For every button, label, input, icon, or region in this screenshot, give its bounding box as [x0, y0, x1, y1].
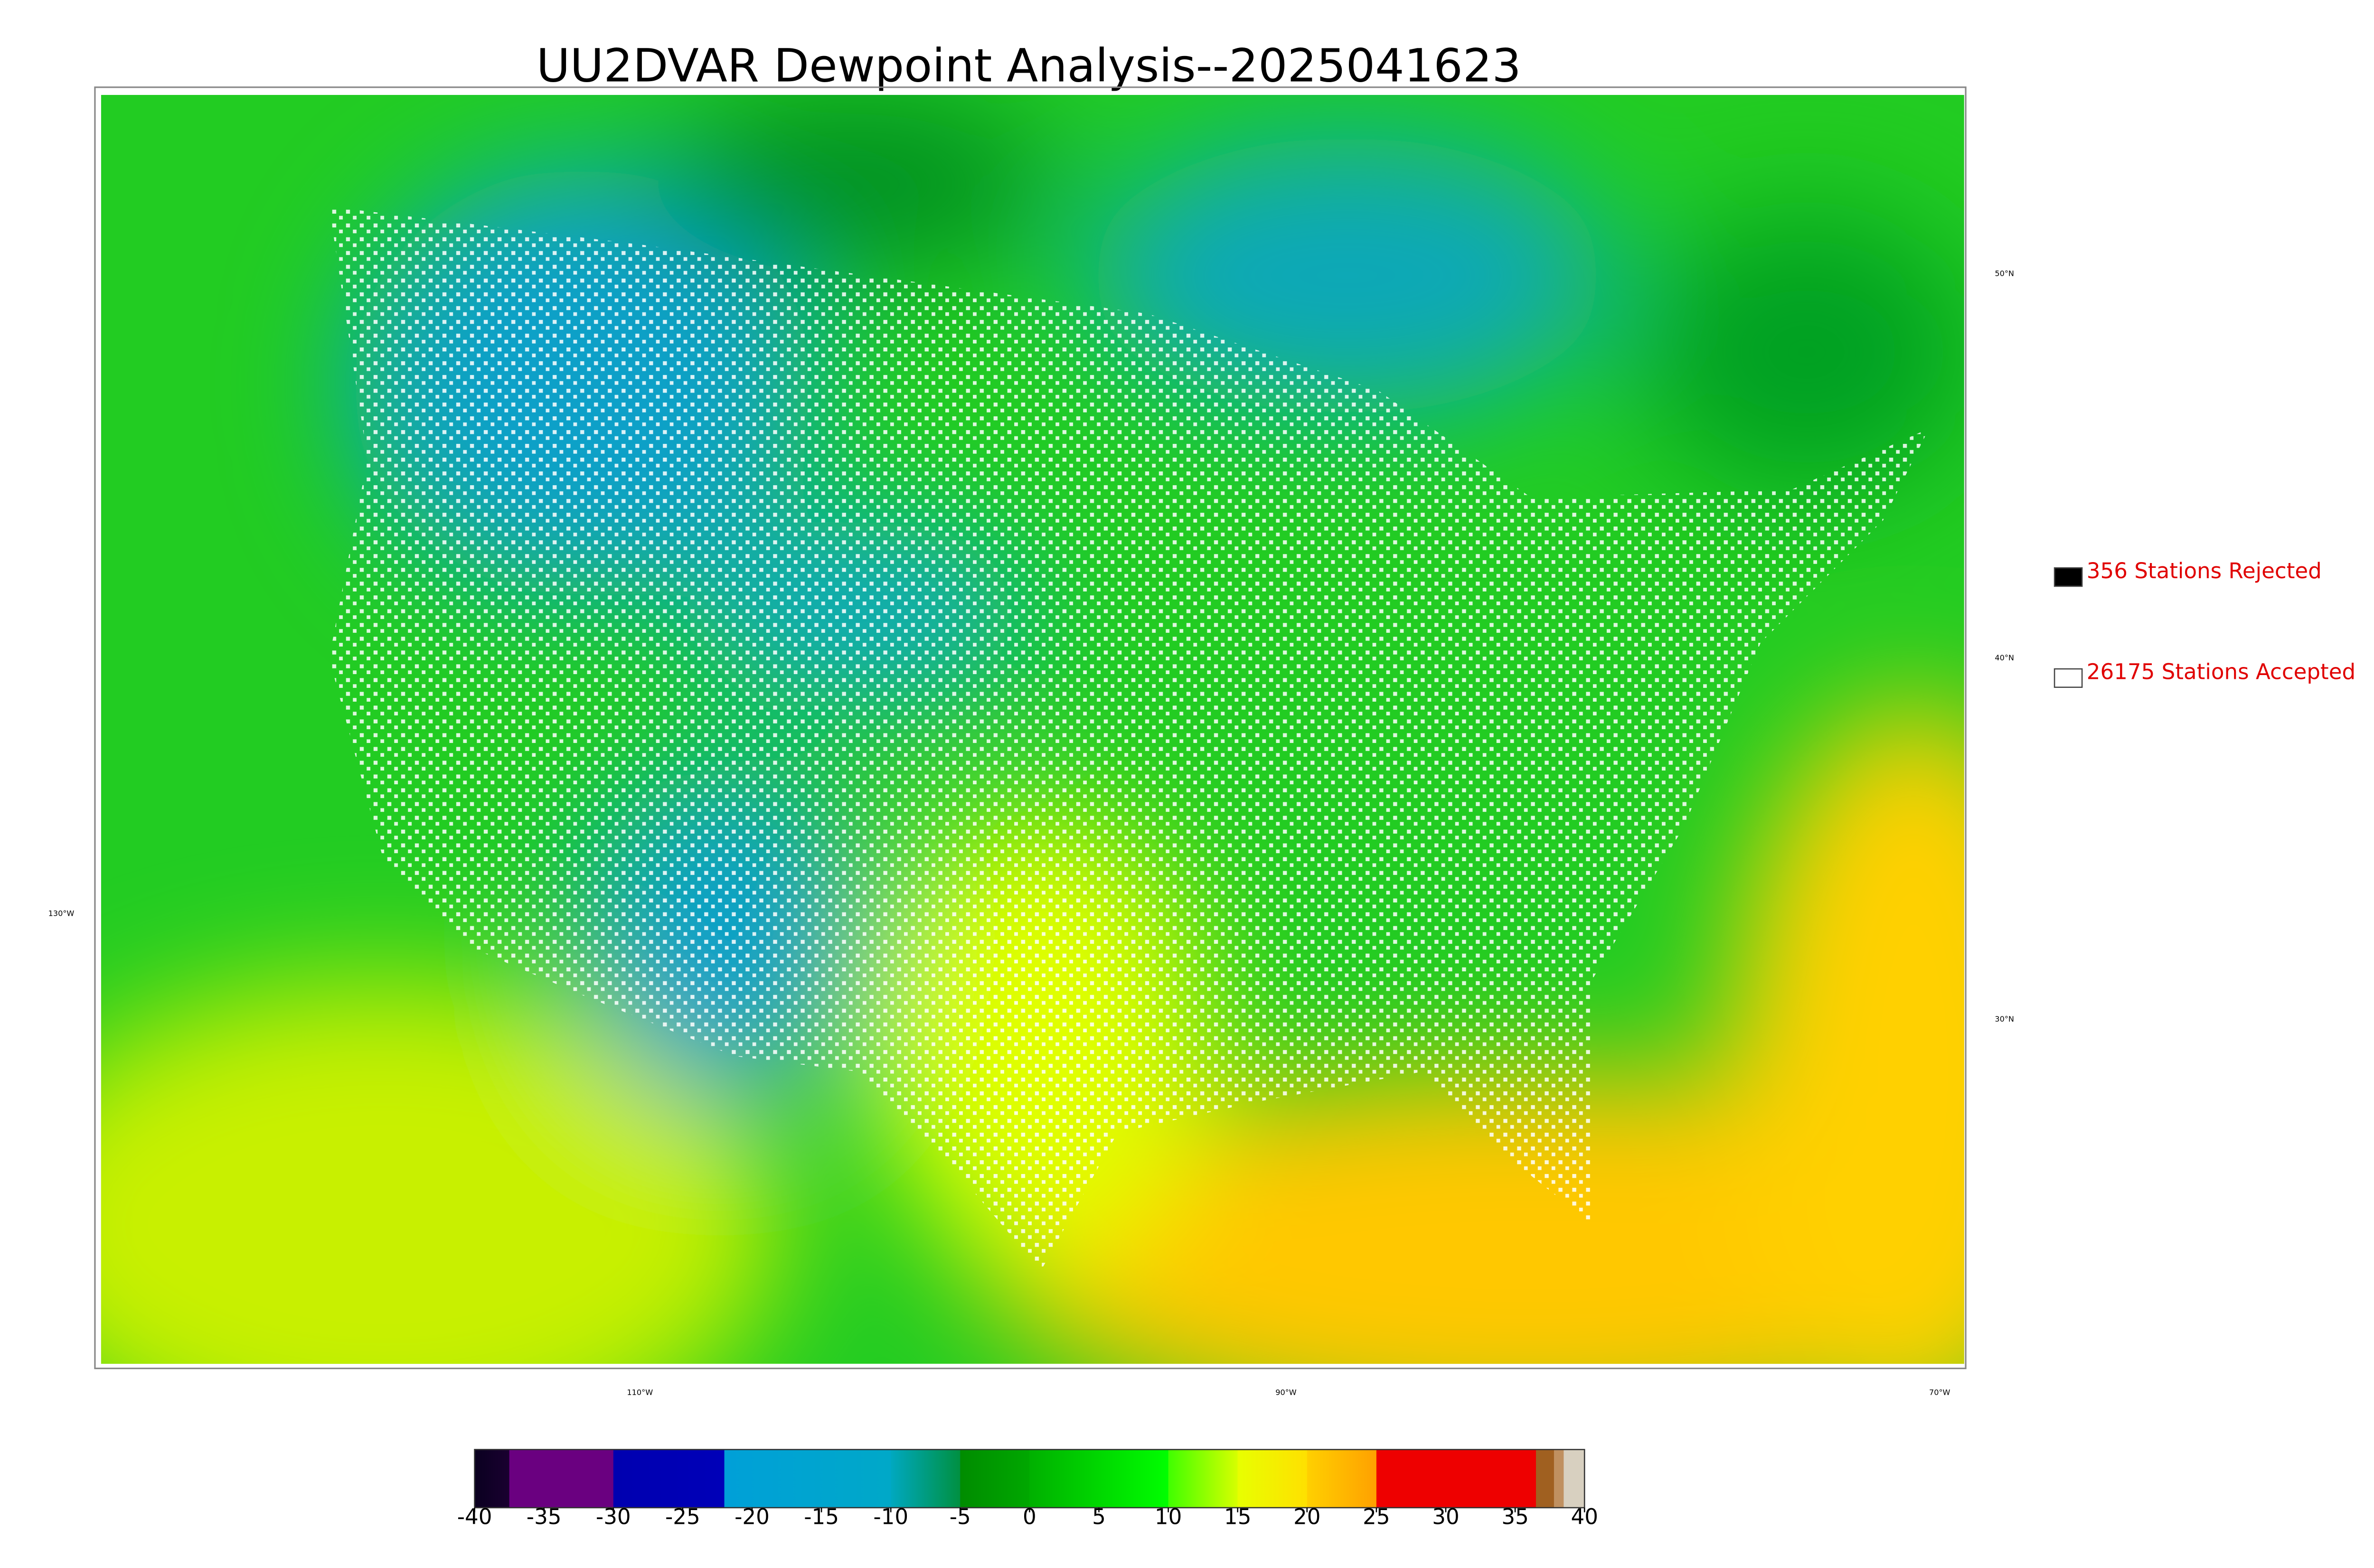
colorbar-tick-label: 40 — [1571, 1504, 1598, 1530]
legend-label: 356 Stations Rejected — [2087, 558, 2322, 583]
colorbar-segment — [724, 1449, 892, 1508]
latitude-label: 50°N — [1995, 269, 2014, 278]
colorbar-segment — [1536, 1449, 1555, 1508]
colorbar-segment — [613, 1449, 725, 1508]
colorbar-segment — [1029, 1449, 1169, 1508]
colorbar-tick-label: 0 — [1023, 1504, 1036, 1530]
longitude-label: 90°W — [1275, 1388, 1297, 1397]
colorbar-segment — [509, 1449, 614, 1508]
legend-swatch — [2054, 567, 2083, 587]
colorbar-segment — [1554, 1449, 1564, 1508]
colorbar-segment — [891, 1449, 961, 1508]
colorbar-segment — [1564, 1449, 1585, 1508]
colorbar-tick-label: -20 — [735, 1504, 770, 1530]
legend: 356 Stations Rejected 26175 Stations Acce… — [2054, 558, 2355, 688]
colorbar: -40 -35 -30 -25 -20 -15 -10 -5 0 5 10 15 20 25 30 35 40 — [457, 1449, 1598, 1530]
colorbar-tick-label: -25 — [665, 1504, 700, 1530]
map — [101, 94, 1964, 1364]
colorbar-segment — [1307, 1449, 1377, 1508]
colorbar-tick-label: -15 — [804, 1504, 839, 1530]
colorbar-tick-label: 25 — [1363, 1504, 1390, 1530]
colorbar-tick-label: 15 — [1224, 1504, 1251, 1530]
legend-label: 26175 Stations Accepted — [2087, 659, 2355, 685]
colorbar-segment — [474, 1449, 510, 1508]
legend-swatch — [2054, 668, 2083, 688]
colorbar-tick-label: -5 — [950, 1504, 971, 1530]
colorbar-tick-label: 10 — [1155, 1504, 1182, 1530]
colorbar-tick-label: 30 — [1432, 1504, 1459, 1530]
colorbar-segment — [960, 1449, 1030, 1508]
colorbar-tick-label: -40 — [457, 1504, 492, 1530]
longitude-label: 70°W — [1929, 1388, 1950, 1397]
longitude-label: 130°W — [48, 909, 75, 918]
colorbar-segment — [1376, 1449, 1537, 1508]
colorbar-segment — [1168, 1449, 1238, 1508]
map-title: UU2DVAR Dewpoint Analysis--2025041623 — [537, 38, 1521, 92]
latitude-label: 30°N — [1995, 1014, 2014, 1023]
colorbar-tick-label: -30 — [596, 1504, 631, 1530]
colorbar-tick-label: -35 — [527, 1504, 562, 1530]
longitude-label: 110°W — [627, 1388, 653, 1397]
colorbar-tick-label: 20 — [1293, 1504, 1320, 1530]
colorbar-tick-label: -10 — [873, 1504, 908, 1530]
colorbar-tick-label: 35 — [1501, 1504, 1528, 1530]
colorbar-segment — [1237, 1449, 1308, 1508]
graticule: 130°W 110°W 90°W 70°W 50°N 40°N 30°N — [48, 269, 2014, 1397]
colorbar-tick-label: 5 — [1092, 1504, 1106, 1530]
latitude-label: 40°N — [1995, 653, 2014, 662]
